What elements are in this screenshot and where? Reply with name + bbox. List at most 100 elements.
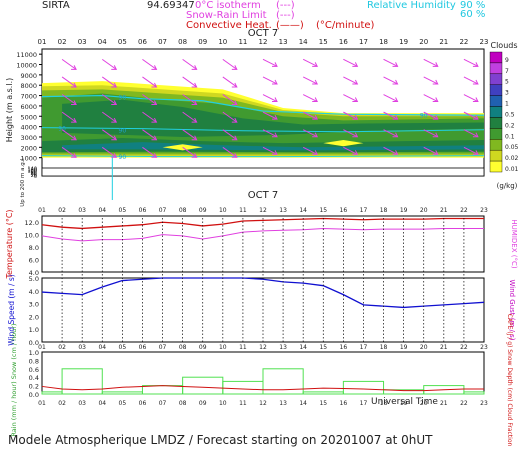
precip-ytick-label: 0.6 (29, 366, 39, 374)
wind-arrow-head (352, 79, 359, 85)
cloud-low-ytick-label: 100 (27, 169, 37, 175)
humidex-ylabel: HUMIDEX (°C) (510, 219, 518, 268)
precip-ytick-label: 1.0 (29, 349, 39, 357)
wind-arrow-head (231, 82, 238, 88)
hour-tick-label-bottom-top: 19 (400, 344, 408, 351)
wind-arrow (262, 58, 278, 67)
temperature-line (41, 217, 484, 230)
site-label: SIRTA (42, 0, 70, 11)
wind-arrow (262, 146, 278, 155)
wind-arrow-head (71, 82, 77, 88)
hour-tick-label-bottom: 15 (319, 400, 327, 407)
legend-snow-rain: Snow-Rain Limit (186, 10, 267, 21)
wind-arrow-head (231, 153, 238, 158)
wind-arrow-head (151, 82, 158, 88)
legend-conv-heat: Convective Heat. (186, 20, 272, 31)
hour-tick-label-top: 13 (279, 38, 288, 46)
colorbar-label: 0.01 (505, 166, 519, 173)
hour-tick-label-top: 18 (379, 38, 388, 46)
coords-label: 94.69347 (147, 0, 195, 11)
wind-arrow-head (71, 117, 77, 123)
cloud-ytick-label: 11000 (16, 51, 37, 59)
wind-arrow-head (432, 97, 439, 103)
wind-arrow (423, 111, 438, 120)
hour-tick-label-mid: 23 (480, 207, 488, 214)
cloud-low-ytick-label: 60 (31, 171, 37, 177)
legend-isotherm: 0°C isotherm (195, 0, 261, 11)
legend-dash-2: (---) (276, 10, 295, 21)
wind-ytick-label: 1.0 (29, 326, 39, 334)
hour-tick-label-mid: 13 (279, 207, 287, 214)
cloud-ytick-label: 9000 (20, 72, 37, 80)
hour-tick-label-bottom-top: 18 (380, 344, 388, 351)
hour-tick-label-bottom-top: 04 (98, 344, 106, 351)
wind-arrow-head (312, 62, 318, 67)
cloud-ytick-label: 1000 (20, 155, 37, 163)
hour-tick-label-top: 17 (359, 38, 368, 46)
hour-tick-label-bottom-top: 02 (58, 344, 66, 351)
wind-arrow (343, 146, 358, 155)
rh-label: Relative Humidity (367, 0, 456, 11)
hour-tick-label-bottom-top: 21 (440, 344, 448, 351)
hour-tick-label-top: 04 (98, 38, 107, 46)
hour-tick-label-bottom: 12 (259, 400, 267, 407)
temp-ytick-label: 8.0 (29, 244, 39, 252)
colorbar-label: 3 (505, 90, 509, 97)
wind-arrow-head (392, 62, 399, 67)
colorbar-label: 0.2 (505, 122, 515, 129)
hour-tick-label-mid: 07 (159, 207, 167, 214)
hour-tick-label-mid: 02 (58, 207, 66, 214)
wind-arrow (182, 146, 197, 158)
cloud-low-ytick-label: 40 (31, 172, 37, 178)
cloud-low-ytick-label: 120 (27, 168, 37, 174)
hour-tick-label-bottom: 23 (480, 400, 488, 407)
wind-arrow (222, 146, 238, 158)
rh-line-label: 90 (119, 95, 127, 102)
hour-tick-label-bottom-top: 07 (159, 344, 167, 351)
cloud-low-ytick-label: 20 (31, 173, 37, 179)
hour-tick-label-bottom: 16 (340, 400, 348, 407)
rain-bar (423, 385, 465, 395)
hour-tick-label-mid: 12 (259, 207, 267, 214)
wind-arrow-head (151, 100, 158, 106)
rh-line-label: 90 (420, 113, 428, 120)
rain-bar (61, 368, 103, 395)
hour-tick-label-mid: 01 (38, 207, 46, 214)
hour-tick-label-bottom: 06 (139, 400, 147, 407)
hour-tick-label-bottom: 03 (78, 400, 86, 407)
wind-arrow (343, 129, 358, 138)
cloud-band (62, 142, 484, 151)
cloud-ytick-label: 3000 (20, 134, 37, 142)
hour-tick-label-bottom-top: 13 (279, 344, 287, 351)
legend-conv-units: (°C/minute) (316, 20, 375, 31)
hour-tick-label-bottom: 07 (159, 400, 167, 407)
hour-tick-label-top: 06 (138, 38, 147, 46)
wind-arrow-head (352, 114, 359, 120)
rain-bar (342, 380, 385, 395)
wind-arrow-head (312, 97, 318, 103)
hour-tick-label-bottom-top: 15 (319, 344, 327, 351)
wind-arrow-head (312, 132, 318, 138)
wind-arrow (423, 146, 438, 155)
wind-arrow-head (272, 97, 278, 103)
cloud-ytick-label: 2000 (20, 144, 37, 152)
colorbar-label: 1 (505, 101, 509, 108)
cloud-ylabel: Height (m a.s.l.) (5, 78, 14, 143)
wind-arrow-head (272, 79, 278, 85)
rh-90: 90 % (460, 0, 486, 11)
colorbar-swatch (489, 128, 503, 140)
cape-ylabel: CAPE (J / g) Snow Depth (cm) Cloud Fract… (506, 314, 513, 447)
colorbar-swatch (489, 149, 503, 162)
hour-tick-label-bottom-top: 10 (219, 344, 227, 351)
hour-tick-label-top: 07 (158, 38, 167, 46)
wind-arrow-head (352, 132, 359, 138)
precip-ylabel: Rain (mm / hour) Snow (cm / hour) (10, 323, 18, 436)
wind-arrow (101, 76, 117, 88)
wind-arrow-head (71, 153, 77, 158)
wind-arrow (463, 76, 479, 85)
wind-arrow-head (111, 117, 118, 123)
wind-arrow (262, 111, 278, 120)
wind-arrow-head (191, 82, 198, 88)
wind-arrow-head (272, 132, 278, 138)
wind-arrow-head (151, 65, 158, 70)
